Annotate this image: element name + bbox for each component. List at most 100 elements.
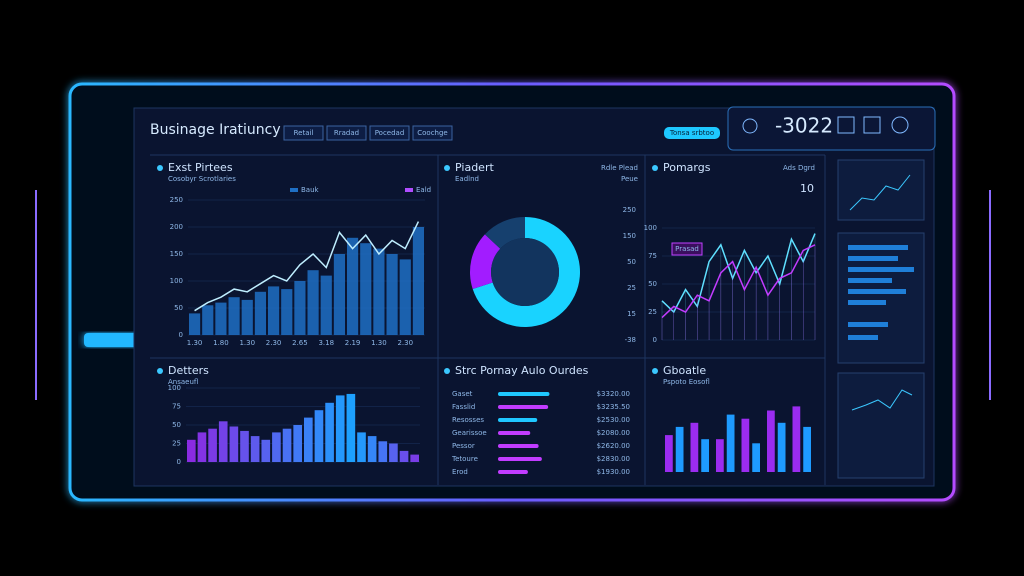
panel-subtitle: Cosobyr Scrotlaries <box>168 175 236 183</box>
bar <box>675 426 684 472</box>
bar <box>325 402 334 462</box>
panel-title: Exst Pirtees <box>168 161 233 174</box>
bar <box>399 450 409 462</box>
note: Prasad <box>675 245 699 253</box>
value-label: $2620.00 <box>597 442 630 450</box>
bar <box>202 305 214 335</box>
bar <box>373 248 385 335</box>
tab-label[interactable]: Rradad <box>334 129 359 137</box>
mini-panels <box>837 159 925 479</box>
y-tick-label: 100 <box>644 224 657 232</box>
bar <box>197 432 207 462</box>
bar <box>389 443 398 462</box>
title-dot <box>444 165 450 171</box>
bar <box>189 313 201 335</box>
bar <box>386 254 398 335</box>
bar <box>498 470 528 474</box>
scale-label: 250 <box>623 206 636 214</box>
panel-title: Gboatle <box>663 364 706 377</box>
bar <box>346 393 356 462</box>
x-tick-label: 1.80 <box>213 339 229 347</box>
y-tick-label: 75 <box>648 252 657 260</box>
bar <box>347 237 359 335</box>
bar <box>320 275 332 335</box>
bar <box>367 436 377 462</box>
value-label: $2530.00 <box>597 416 630 424</box>
bar <box>777 422 786 472</box>
bar <box>399 259 411 335</box>
header-button[interactable] <box>664 127 720 139</box>
title-dot <box>444 368 450 374</box>
tab-label[interactable]: Retail <box>294 129 314 137</box>
tab-label[interactable]: Pocedad <box>375 129 405 137</box>
icon[interactable] <box>837 116 855 134</box>
y-tick-label: 200 <box>170 223 183 231</box>
side-button[interactable] <box>84 333 144 347</box>
bar <box>272 432 281 462</box>
tab-label[interactable]: Coochge <box>417 129 448 137</box>
bar <box>498 431 531 435</box>
donut-slice <box>472 217 580 327</box>
donut-slice <box>484 217 525 249</box>
panel-title: Strc Pornay Aulo Ourdes <box>455 364 589 377</box>
bar <box>498 418 538 422</box>
x-tick-label: 2.30 <box>266 339 282 347</box>
mini-decor <box>848 245 914 340</box>
bar <box>767 410 775 472</box>
legend-label: Eald <box>416 186 431 194</box>
x-tick-label: 3.18 <box>318 339 334 347</box>
scale-label: 25 <box>627 284 636 292</box>
bar <box>208 428 217 462</box>
bar <box>792 406 801 472</box>
tab[interactable] <box>369 125 410 141</box>
value-label: $3320.00 <box>597 390 630 398</box>
y-tick-label: 50 <box>172 421 181 429</box>
y-tick-label: 0 <box>179 331 183 339</box>
y-tick-label: 25 <box>648 308 657 316</box>
value-label: $2080.00 <box>597 429 630 437</box>
bar <box>281 289 293 335</box>
bar <box>218 421 228 462</box>
panel-subtitle: Ansaeufl <box>168 378 198 386</box>
row-label: Tetoure <box>451 455 478 463</box>
bar <box>665 435 673 472</box>
tab[interactable] <box>412 125 453 141</box>
header-button-label[interactable]: Tonsa srbtoo <box>669 129 714 137</box>
bar <box>254 291 266 335</box>
row-label: Erod <box>452 468 468 476</box>
line <box>661 233 816 314</box>
note: 10 <box>800 182 814 195</box>
bar <box>741 418 750 472</box>
tab[interactable] <box>326 125 367 141</box>
line <box>194 221 420 312</box>
bar <box>378 441 388 462</box>
icon[interactable] <box>891 116 909 134</box>
bar <box>498 444 539 448</box>
bar <box>716 439 724 472</box>
legend-swatch <box>290 188 298 192</box>
title-dot <box>652 368 658 374</box>
icon[interactable] <box>863 116 881 134</box>
bar <box>304 417 313 462</box>
panel-subtitle: Pspoto Eosofl <box>663 378 710 386</box>
x-tick-label: 2.65 <box>292 339 308 347</box>
bar <box>314 410 324 462</box>
value-label: $3235.50 <box>597 403 630 411</box>
panel-title: Piadert <box>455 161 494 174</box>
title-dot <box>157 368 163 374</box>
value-label: $1930.00 <box>597 468 630 476</box>
line <box>661 244 816 319</box>
x-tick-label: 2.30 <box>397 339 413 347</box>
x-tick-label: 1.30 <box>239 339 255 347</box>
panel-dividers <box>150 154 826 485</box>
icon <box>742 118 758 134</box>
y-tick-label: 250 <box>170 196 183 204</box>
x-tick-label: 1.30 <box>371 339 387 347</box>
bar <box>294 281 306 335</box>
header-value: -3022 <box>775 114 833 138</box>
bar <box>726 414 735 472</box>
value-label: $2830.00 <box>597 455 630 463</box>
row-label: Resosses <box>452 416 484 424</box>
tab[interactable] <box>283 125 324 141</box>
